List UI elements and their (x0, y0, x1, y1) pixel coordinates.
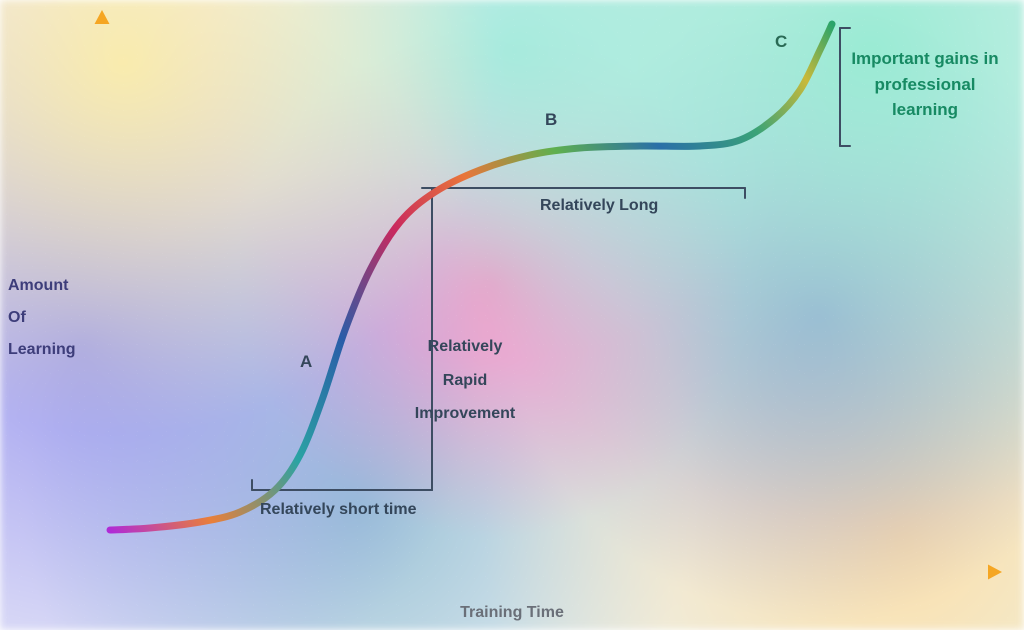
phase-label-a: A (300, 350, 312, 375)
x-axis-label: Training Time (0, 601, 1024, 624)
learning-curve (110, 24, 832, 530)
brackets (252, 28, 850, 490)
annotation-important: Important gains in professional learning (850, 46, 1000, 123)
y-axis-label: Amount Of Learning (8, 270, 94, 366)
annotation-rapid: Relatively Rapid Improvement (395, 330, 535, 431)
annotation-short-time: Relatively short time (260, 498, 417, 521)
phase-label-b: B (545, 108, 557, 133)
chart-stage: Amount Of Learning Training Time A B C R… (0, 0, 1024, 630)
phase-label-c: C (775, 30, 787, 55)
annotation-long: Relatively Long (540, 194, 658, 217)
